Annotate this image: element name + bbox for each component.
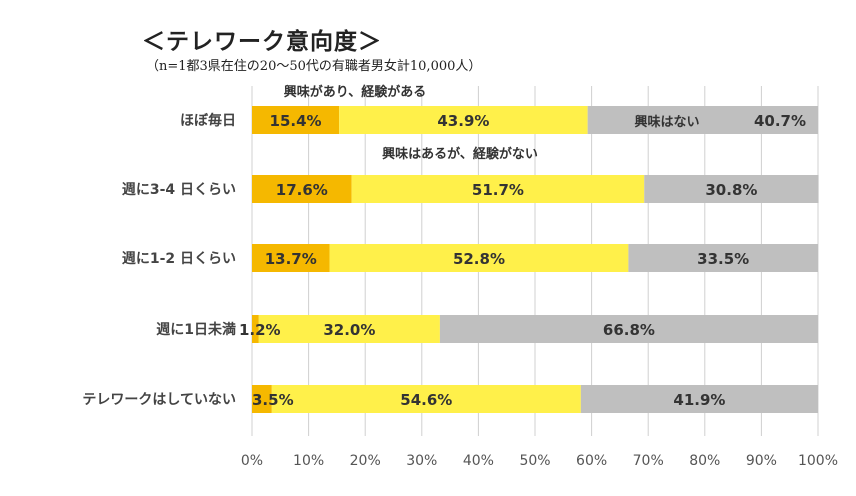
bar-segment: [439, 315, 818, 343]
x-tick-label: 100%: [798, 453, 838, 469]
chart-subtitle: （n=1都3県在住の20～50代の有職者男女計10,000人）: [146, 59, 482, 74]
bar-segment: [252, 175, 352, 203]
x-tick-label: 70%: [633, 453, 664, 469]
data-label: 32.0%: [323, 321, 375, 339]
category-label: テレワークはしていない: [82, 392, 236, 408]
x-tick-label: 40%: [463, 453, 494, 469]
data-label: 17.6%: [276, 181, 328, 199]
data-label: 54.6%: [400, 391, 452, 409]
data-label: 43.9%: [437, 112, 489, 130]
data-label: 13.7%: [265, 250, 317, 268]
chart-title: ＜テレワーク意向度＞: [142, 28, 382, 55]
bar-segment: [252, 106, 340, 134]
bar-segment: [258, 315, 440, 343]
bar-segment: [644, 175, 819, 203]
x-tick-label: 60%: [576, 453, 607, 469]
data-label: 66.8%: [603, 321, 655, 339]
bar-segment: [252, 385, 272, 413]
bar-segment: [628, 244, 818, 272]
category-label: ほぼ毎日: [180, 112, 236, 129]
series-annotation: 興味はない: [634, 114, 699, 130]
series-annotation: 興味があり、経験がある: [284, 84, 426, 100]
bar-segment: [271, 385, 581, 413]
data-label: 41.9%: [673, 391, 725, 409]
bar-segment: [351, 175, 645, 203]
data-label: 40.7%: [754, 112, 806, 130]
bar-segment: [339, 106, 588, 134]
bar-segment: [329, 244, 629, 272]
x-tick-label: 20%: [350, 453, 381, 469]
bar-segment: [252, 315, 259, 343]
x-tick-label: 0%: [241, 453, 263, 469]
data-label: 52.8%: [453, 250, 505, 268]
x-tick-label: 10%: [293, 453, 324, 469]
data-label: 51.7%: [472, 181, 524, 199]
x-tick-label: 50%: [519, 453, 550, 469]
data-label: 33.5%: [697, 250, 749, 268]
bar-segment: [580, 385, 818, 413]
series-annotation: 興味はあるが、経験がない: [382, 146, 538, 162]
data-label: 30.8%: [705, 181, 757, 199]
category-label: 週に3-4 日くらい: [122, 182, 236, 198]
bar-segment: [587, 106, 818, 134]
x-tick-label: 80%: [689, 453, 720, 469]
data-label: 3.5%: [252, 391, 294, 409]
category-label: 週に1-2 日くらい: [122, 251, 236, 267]
bar-segment: [252, 244, 330, 272]
x-tick-label: 90%: [746, 453, 777, 469]
data-label: 1.2%: [239, 321, 281, 339]
x-tick-label: 30%: [406, 453, 437, 469]
category-label: 週に1日未満: [156, 321, 236, 338]
data-label: 15.4%: [270, 112, 322, 130]
